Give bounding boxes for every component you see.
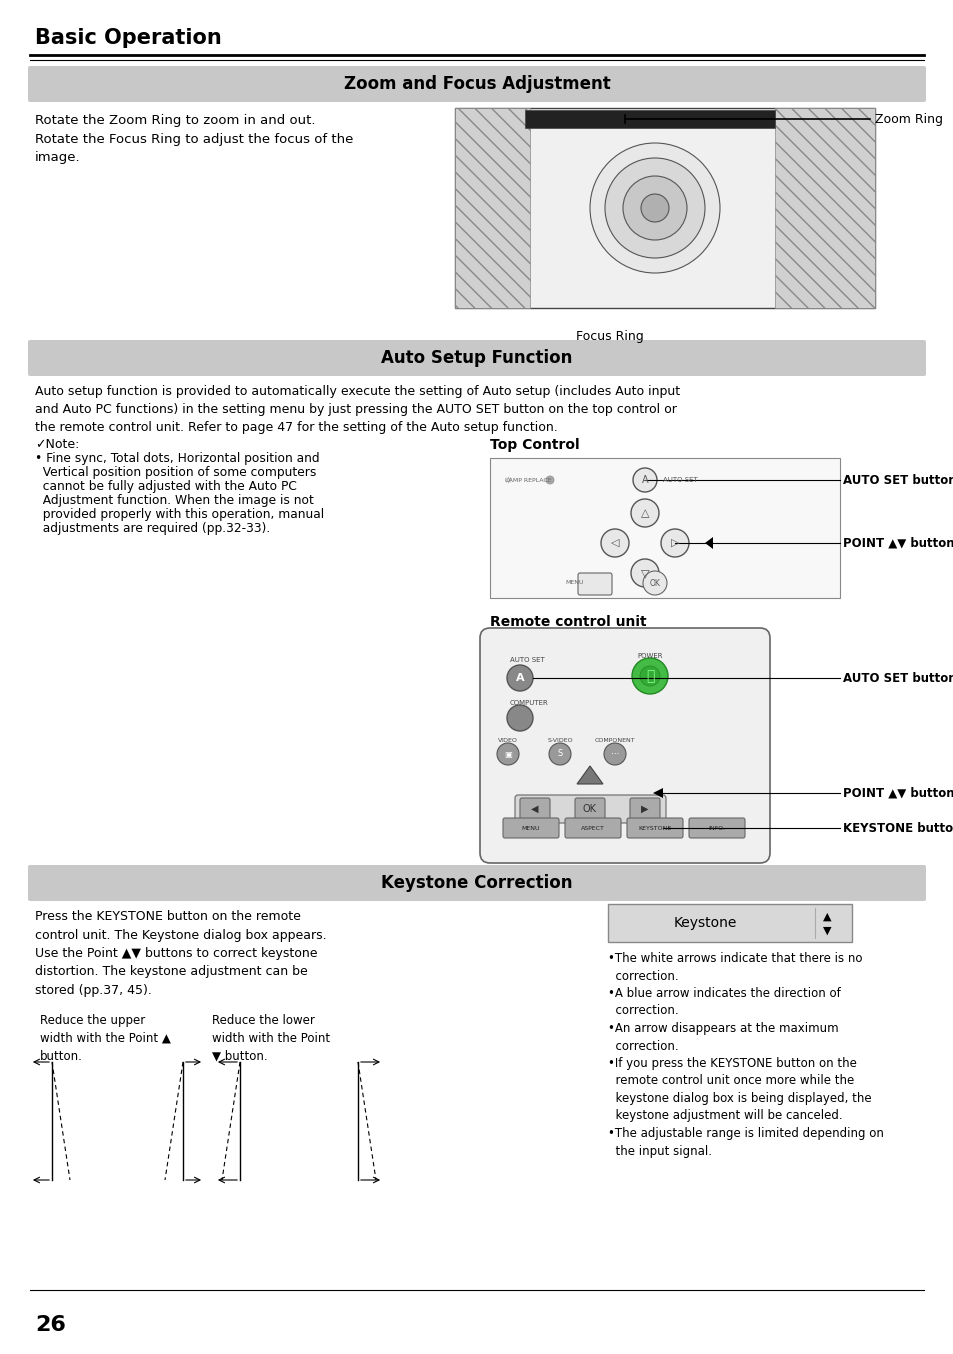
Text: Keystone Correction: Keystone Correction (381, 873, 572, 892)
Text: S-VIDEO: S-VIDEO (547, 738, 572, 743)
Text: ASPECT: ASPECT (580, 826, 604, 830)
Text: ⏻: ⏻ (645, 669, 654, 682)
Bar (774, 108, 874, 307)
Circle shape (630, 559, 659, 588)
Text: Rotate the Zoom Ring to zoom in and out.
Rotate the Focus Ring to adjust the foc: Rotate the Zoom Ring to zoom in and out.… (35, 114, 353, 164)
FancyBboxPatch shape (564, 818, 620, 838)
Polygon shape (652, 788, 662, 798)
FancyBboxPatch shape (607, 904, 851, 942)
FancyBboxPatch shape (28, 865, 925, 900)
Text: ▽: ▽ (640, 567, 649, 578)
Text: Top Control: Top Control (490, 437, 579, 452)
Text: POINT ▲▼ buttons: POINT ▲▼ buttons (842, 787, 953, 799)
Text: Zoom and Focus Adjustment: Zoom and Focus Adjustment (343, 74, 610, 93)
Text: cannot be fully adjusted with the Auto PC: cannot be fully adjusted with the Auto P… (35, 481, 296, 493)
Text: VIDEO: VIDEO (497, 738, 517, 743)
Bar (455, 108, 874, 307)
FancyBboxPatch shape (502, 818, 558, 838)
FancyBboxPatch shape (578, 573, 612, 594)
Circle shape (589, 144, 720, 274)
Text: OK: OK (649, 578, 659, 588)
Circle shape (497, 743, 518, 765)
Text: A: A (516, 673, 524, 682)
FancyBboxPatch shape (629, 798, 659, 821)
FancyBboxPatch shape (626, 818, 682, 838)
Text: Adjustment function. When the image is not: Adjustment function. When the image is n… (35, 494, 314, 506)
Text: POWER: POWER (637, 653, 662, 659)
Circle shape (506, 665, 533, 691)
Text: A: A (641, 475, 648, 485)
Text: KEYSTONE button: KEYSTONE button (842, 822, 953, 834)
Circle shape (639, 666, 659, 686)
Text: ◁: ◁ (610, 538, 618, 548)
Text: provided properly with this operation, manual: provided properly with this operation, m… (35, 508, 324, 521)
Text: OK: OK (582, 804, 597, 814)
Text: Zoom Ring: Zoom Ring (874, 112, 942, 126)
Text: MENU: MENU (565, 581, 583, 585)
Circle shape (506, 705, 533, 731)
Text: ✓Note:: ✓Note: (35, 437, 79, 451)
Text: Keystone: Keystone (673, 917, 736, 930)
Text: INFO.: INFO. (708, 826, 724, 830)
FancyBboxPatch shape (688, 818, 744, 838)
Text: COMPONENT: COMPONENT (594, 738, 635, 743)
Text: △: △ (640, 508, 649, 519)
Circle shape (630, 500, 659, 527)
Polygon shape (577, 766, 602, 784)
Text: AUTO SET button: AUTO SET button (842, 474, 953, 486)
FancyBboxPatch shape (28, 340, 925, 376)
Text: ▷: ▷ (670, 538, 679, 548)
FancyBboxPatch shape (515, 795, 665, 823)
Text: ◀: ◀ (531, 804, 538, 814)
Circle shape (640, 194, 668, 222)
Text: AUTO SET: AUTO SET (662, 477, 697, 483)
Circle shape (633, 468, 657, 492)
Bar (455, 108, 530, 307)
Text: Reduce the upper
width with the Point ▲
button.: Reduce the upper width with the Point ▲ … (40, 1014, 171, 1063)
Circle shape (622, 176, 686, 240)
Text: Press the KEYSTONE button on the remote
control unit. The Keystone dialog box ap: Press the KEYSTONE button on the remote … (35, 910, 326, 997)
FancyBboxPatch shape (479, 628, 769, 862)
Circle shape (545, 477, 554, 483)
Text: ▲: ▲ (821, 913, 830, 922)
Text: •The white arrows indicate that there is no
  correction.
•A blue arrow indicate: •The white arrows indicate that there is… (607, 952, 882, 1158)
Text: POINT ▲▼ buttons: POINT ▲▼ buttons (842, 536, 953, 550)
Text: Auto Setup Function: Auto Setup Function (381, 349, 572, 367)
Text: S: S (557, 750, 562, 758)
Text: ▣: ▣ (503, 750, 512, 758)
Circle shape (642, 571, 666, 594)
Text: ▶: ▶ (640, 804, 648, 814)
Bar (490, 458, 840, 598)
Text: ⋯: ⋯ (610, 750, 618, 758)
Text: • Fine sync, Total dots, Horizontal position and: • Fine sync, Total dots, Horizontal posi… (35, 452, 319, 464)
Text: ▼: ▼ (821, 926, 830, 936)
Text: KEYSTONE: KEYSTONE (638, 826, 671, 830)
Text: Auto setup function is provided to automatically execute the setting of Auto set: Auto setup function is provided to autom… (35, 385, 679, 435)
Circle shape (660, 529, 688, 556)
Text: Remote control unit: Remote control unit (490, 615, 646, 630)
FancyBboxPatch shape (28, 66, 925, 102)
FancyBboxPatch shape (519, 798, 550, 821)
Polygon shape (704, 538, 712, 548)
Text: COMPUTER: COMPUTER (510, 700, 548, 705)
Text: MENU: MENU (521, 826, 539, 830)
Text: adjustments are required (pp.32-33).: adjustments are required (pp.32-33). (35, 523, 270, 535)
FancyBboxPatch shape (575, 798, 604, 821)
Text: ☼: ☼ (504, 475, 511, 485)
Bar (524, 110, 774, 129)
Circle shape (603, 743, 625, 765)
Circle shape (548, 743, 571, 765)
Text: LAMP REPLACE: LAMP REPLACE (504, 478, 551, 482)
Text: Focus Ring: Focus Ring (576, 330, 643, 343)
Circle shape (600, 529, 628, 556)
Circle shape (631, 658, 667, 695)
Text: 26: 26 (35, 1315, 66, 1335)
Text: AUTO SET button: AUTO SET button (842, 672, 953, 685)
Text: Vertical position position of some computers: Vertical position position of some compu… (35, 466, 316, 479)
Text: Reduce the lower
width with the Point
▼ button.: Reduce the lower width with the Point ▼ … (212, 1014, 330, 1063)
Text: Basic Operation: Basic Operation (35, 28, 221, 47)
Text: AUTO SET: AUTO SET (510, 657, 544, 663)
Circle shape (604, 158, 704, 259)
